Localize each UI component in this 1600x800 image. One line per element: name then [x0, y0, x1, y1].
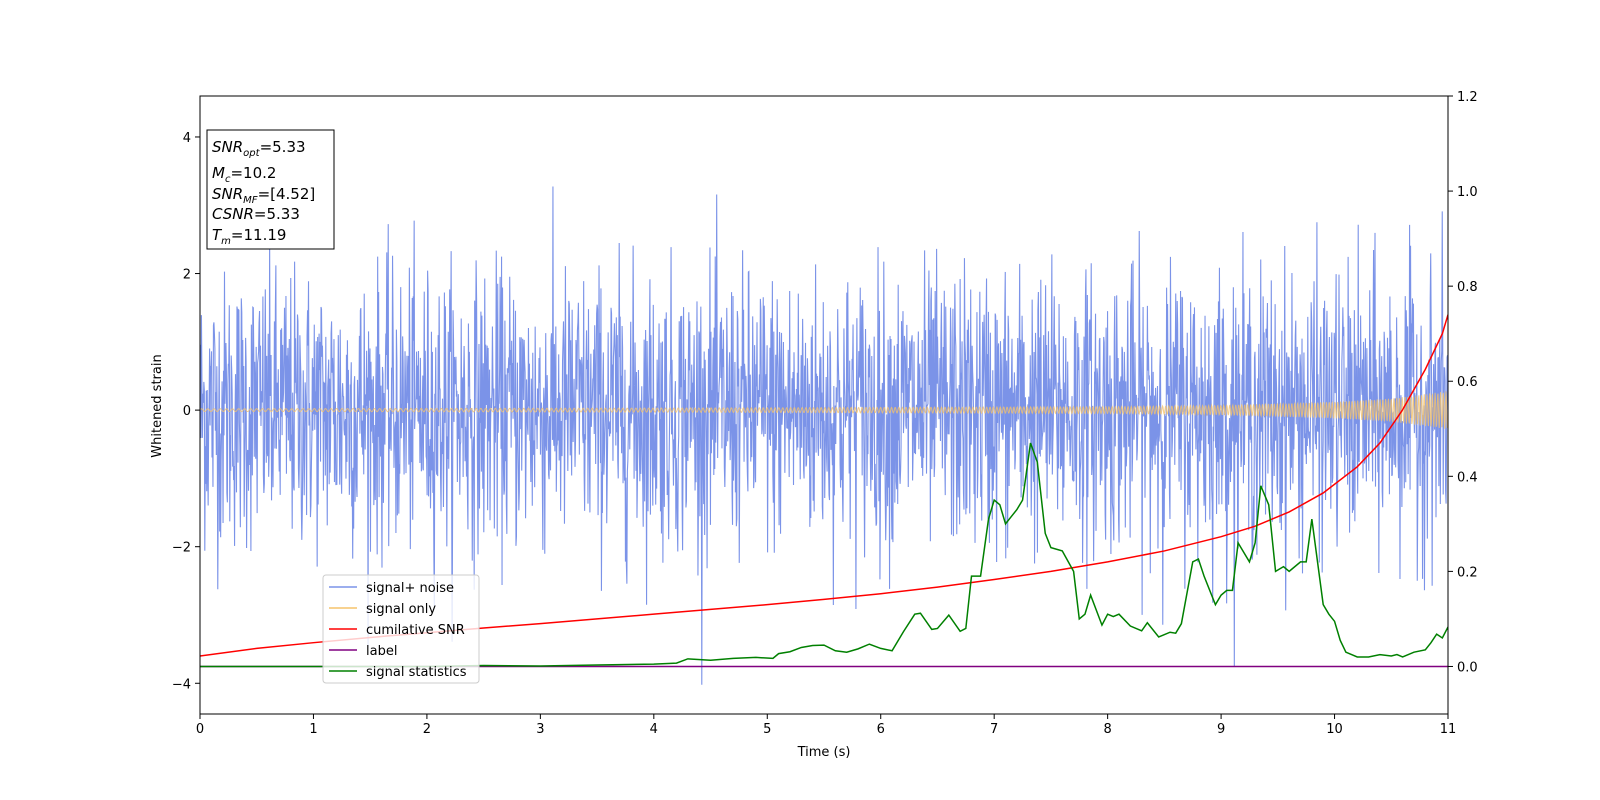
- y2-tick-label: 0.2: [1457, 565, 1478, 580]
- annotation-snr-opt: SNRopt=5.33: [212, 138, 306, 159]
- x-axis: 0 1 2 3 4 5 6 7 8 9 10 11: [196, 714, 1456, 737]
- y2-tick-label: 0.8: [1457, 280, 1478, 295]
- y2-tick-label: 0.4: [1457, 470, 1478, 485]
- x-tick-label: 4: [650, 722, 658, 737]
- legend-item-label: label: [366, 644, 397, 659]
- y-axis-label: Whitened strain: [150, 354, 165, 457]
- annotation-mc: Mc=10.2: [212, 164, 276, 185]
- x-tick-label: 10: [1326, 722, 1343, 737]
- y-tick-label: 2: [183, 268, 191, 283]
- annotation-csnr: CSNR=5.33: [212, 205, 300, 223]
- annotation-box: SNRopt=5.33 Mc=10.2 SNRMF=[4.52] CSNR=5.…: [206, 129, 335, 250]
- legend-box: [322, 574, 480, 684]
- series-signal-noise-line: [200, 186, 1448, 685]
- y2-tick-label: 1.2: [1457, 90, 1478, 105]
- x-tick-label: 6: [877, 722, 885, 737]
- x-tick-label: 9: [1217, 722, 1225, 737]
- y-tick-label: 0: [183, 404, 191, 419]
- y-axis-left: −4 −2 0 2 4: [172, 131, 200, 692]
- x-tick-label: 3: [536, 722, 544, 737]
- y-tick-label: 4: [183, 131, 191, 146]
- legend-item-signal-statistics: signal statistics: [366, 665, 467, 680]
- y-axis-right: 0.0 0.2 0.4 0.6 0.8 1.0 1.2: [1448, 90, 1478, 675]
- x-tick-label: 5: [763, 722, 771, 737]
- x-tick-label: 1: [309, 722, 317, 737]
- annotation-tm: Tm=11.19: [212, 226, 286, 247]
- legend-item-signal-only: signal only: [366, 602, 436, 617]
- x-tick-label: 7: [990, 722, 998, 737]
- x-tick-label: 0: [196, 722, 204, 737]
- legend: signal+ noise signal only cumilative SNR la…: [322, 574, 480, 684]
- y2-tick-label: 0.0: [1457, 660, 1478, 675]
- x-tick-label: 8: [1103, 722, 1111, 737]
- series-signal-only-line: [200, 391, 1448, 429]
- plot-frame: [199, 95, 1449, 715]
- series-signal-statistics-line: [200, 442, 1448, 668]
- legend-item-cumulative-snr: cumilative SNR: [366, 623, 465, 638]
- x-axis-label: Time (s): [797, 745, 851, 760]
- y2-tick-label: 1.0: [1457, 185, 1478, 200]
- legend-item-signal-noise: signal+ noise: [366, 581, 454, 596]
- x-tick-label: 2: [423, 722, 431, 737]
- y-tick-label: −4: [172, 677, 191, 692]
- x-tick-label: 11: [1440, 722, 1457, 737]
- y2-tick-label: 0.6: [1457, 375, 1478, 390]
- annotation-snr-mf: SNRMF=[4.52]: [212, 185, 315, 206]
- y-tick-label: −2: [172, 541, 191, 556]
